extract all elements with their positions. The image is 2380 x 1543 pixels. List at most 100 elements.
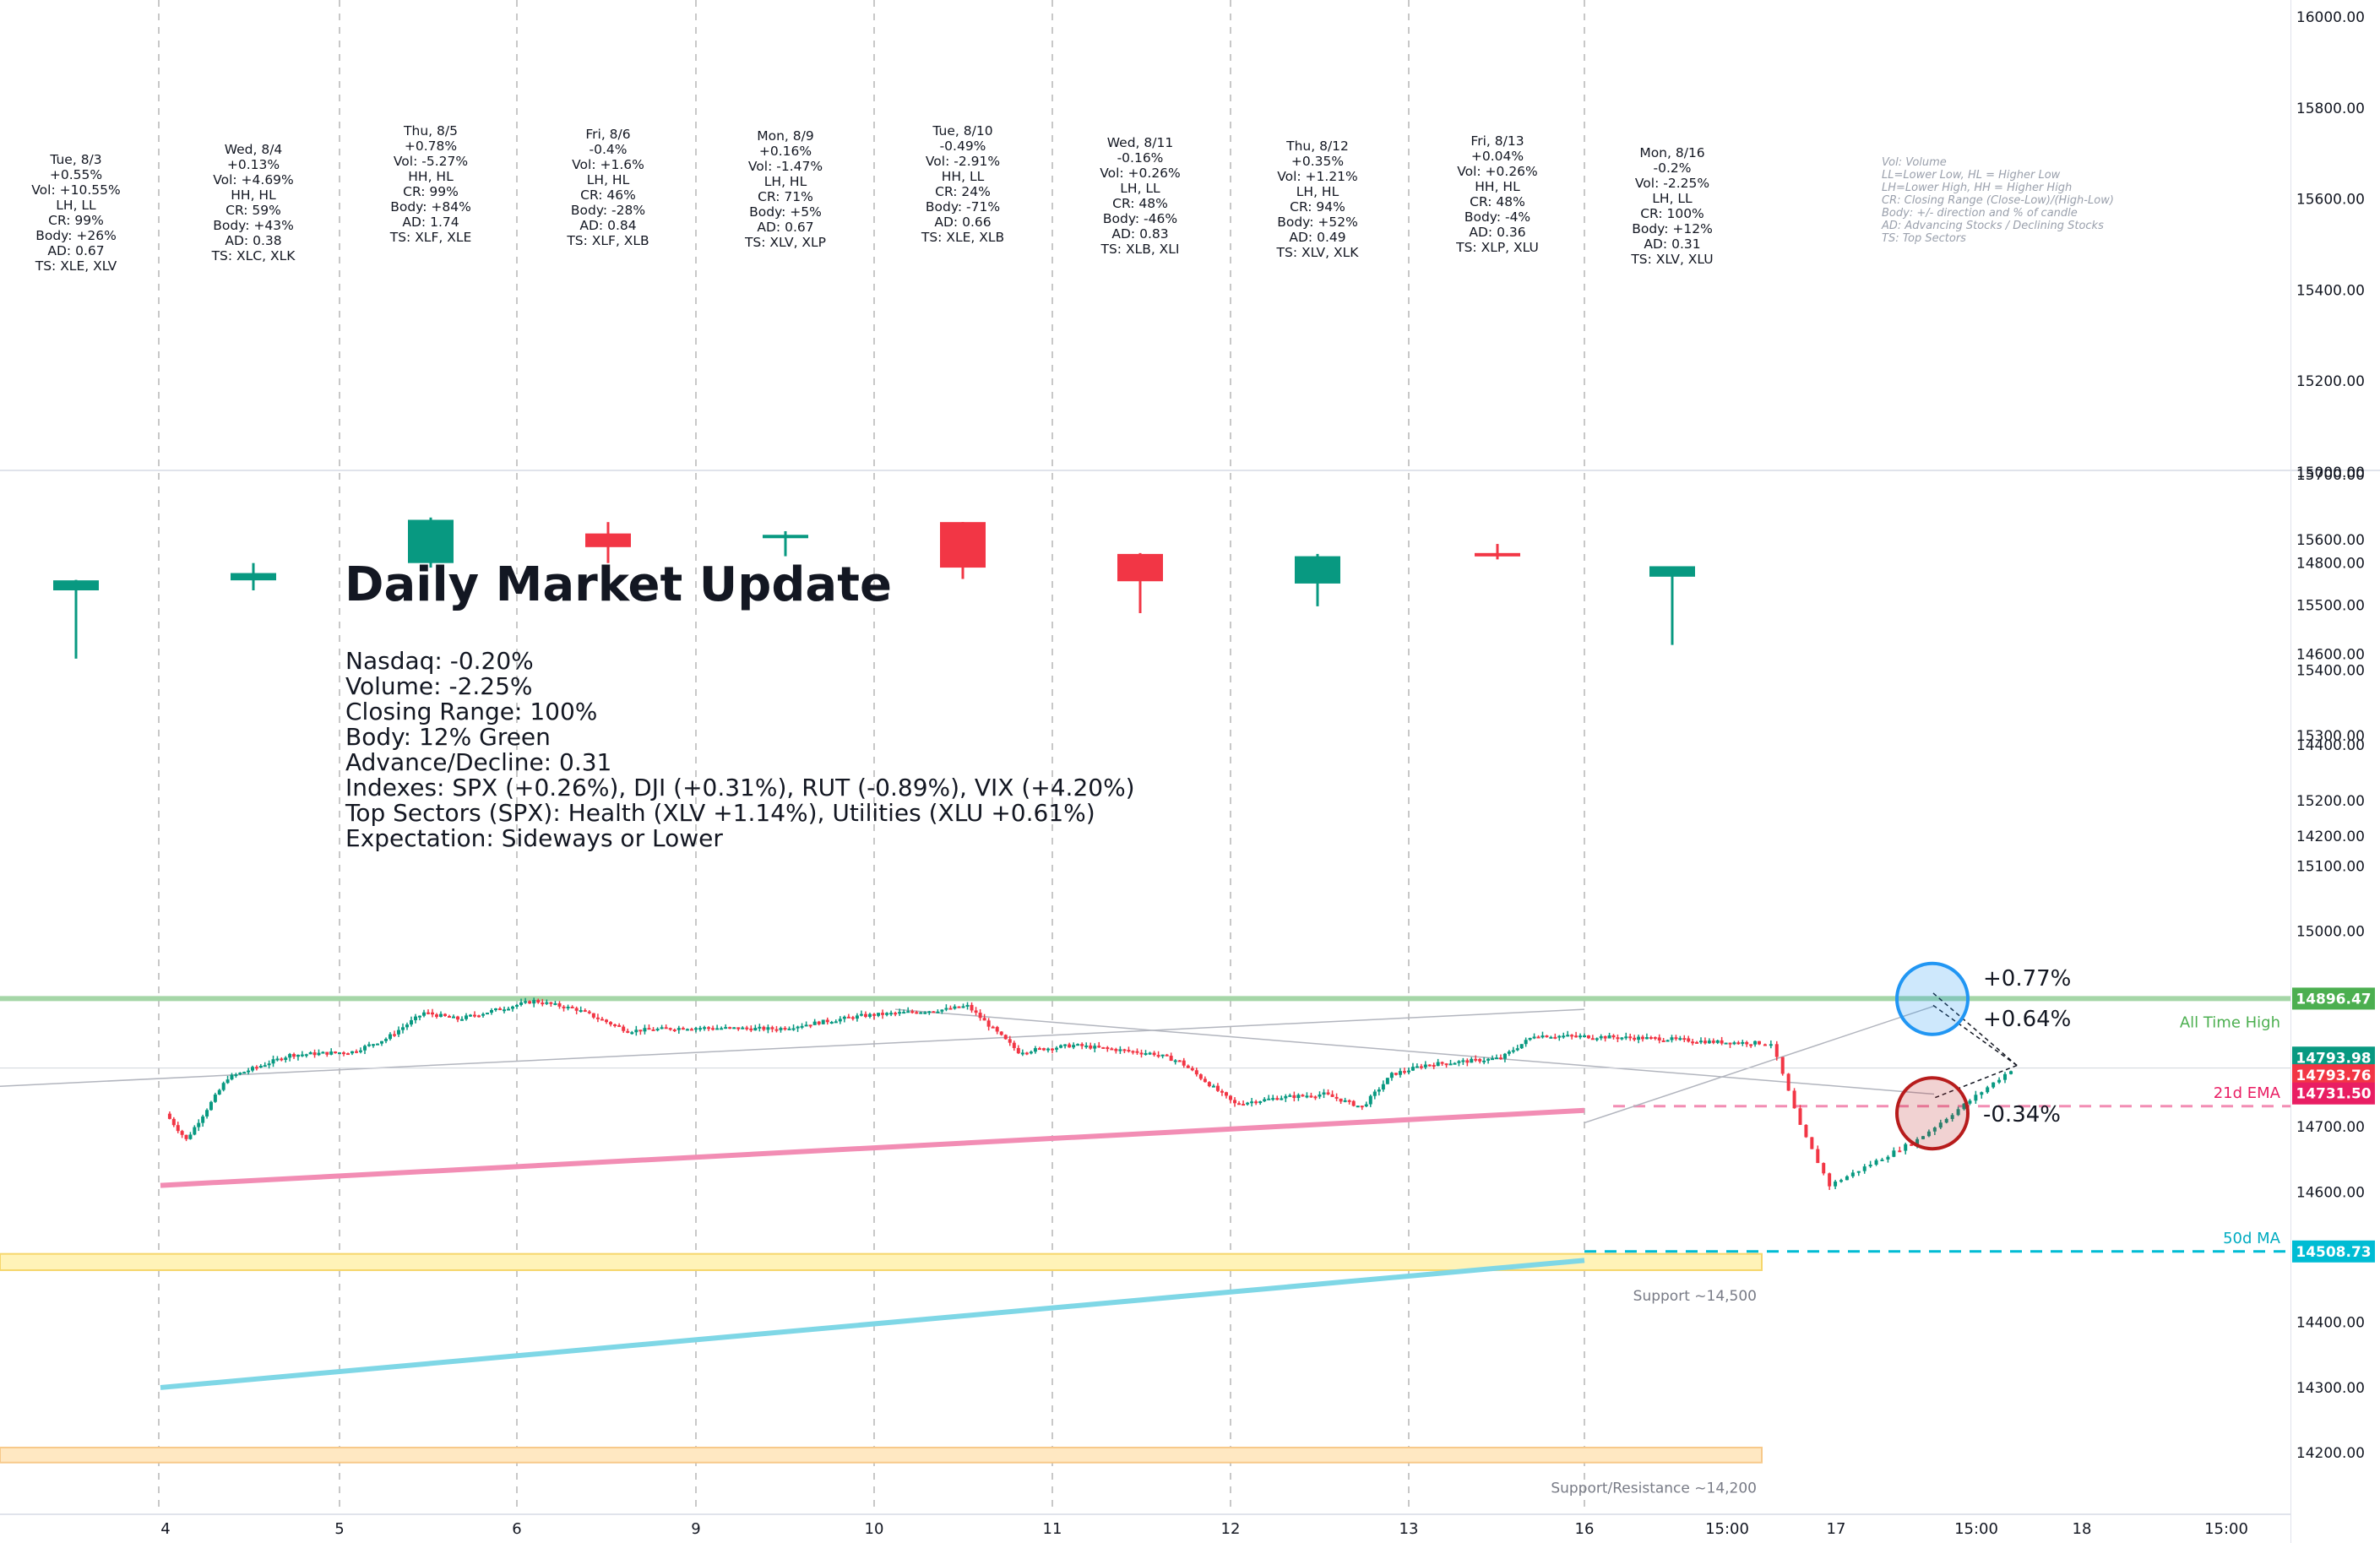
intraday-candle-body [1267,1098,1271,1100]
day-summary-line: CR: 99% [403,184,459,199]
ema21-label: 21d EMA [2214,1084,2281,1102]
intraday-candle-body [1810,1137,1814,1149]
price-level-value: 14731.50 [2296,1086,2371,1103]
intraday-candle-body [1033,1048,1037,1052]
intraday-candle-body [1699,1040,1703,1043]
intraday-candle-body [1330,1094,1334,1097]
intraday-candle-body [1296,1095,1301,1099]
intraday-candle-body [217,1089,221,1095]
intraday-candle-body [405,1024,409,1028]
intraday-candle-body [477,1015,481,1018]
intraday-candle-body [1288,1095,1292,1097]
day-summary-line: Body: +26% [35,228,117,243]
intraday-candle-body [745,1027,749,1030]
intraday-candle-body [817,1021,821,1024]
day-summary-line: CR: 48% [1470,194,1525,209]
day-summary-line: AD: 0.49 [1289,230,1346,245]
intraday-candle-body [1339,1098,1343,1102]
intraday-candle-body [1574,1035,1579,1038]
support-zone-label: Support ~14,500 [1633,1288,1757,1305]
intraday-candle-body [1478,1058,1482,1062]
day-summary-line: Wed, 8/4 [224,142,283,157]
day-summary-line: -0.16% [1117,150,1164,166]
intraday-candle-body [609,1022,613,1024]
price-axis[interactable] [2290,0,2380,1543]
intraday-candle-body [1432,1064,1436,1067]
intraday-candle-body [532,1000,536,1004]
market-summary: Nasdaq: -0.20% Volume: -2.25% Closing Ra… [345,649,1135,851]
intraday-candle-body [587,1011,591,1013]
intraday-candle-body [715,1028,720,1030]
day-summary-line: CR: 24% [935,184,991,199]
intraday-candle-body [519,1002,524,1005]
intraday-candle-body [401,1027,405,1030]
day-summary-line: Thu, 8/12 [1286,139,1349,154]
intraday-candle-body [1938,1122,1943,1128]
intraday-candle-body [271,1059,275,1064]
intraday-candle-body [284,1057,288,1060]
intraday-candle-body [1448,1063,1453,1066]
day-summary-line: +0.16% [758,144,812,159]
price-tick: 14400.00 [2296,1315,2365,1332]
intraday-candle-body [1076,1044,1080,1046]
time-tick: 16 [1575,1520,1595,1538]
intraday-candle-body [974,1010,978,1013]
intraday-candle-body [1482,1060,1486,1062]
day-summary-line: AD: 1.74 [402,215,459,230]
intraday-candle-body [940,1009,944,1012]
intraday-candle-body [553,1002,557,1005]
intraday-candle-body [1637,1036,1641,1040]
day-summary-line: TS: XLE, XLV [35,258,117,274]
intraday-candle-body [1242,1104,1246,1106]
daily-candle-body [1475,552,1520,557]
intraday-candle-body [944,1008,948,1010]
intraday-candle-body [855,1015,859,1019]
intraday-candle-body [643,1028,647,1032]
day-summary-line: TS: XLF, XLB [567,233,649,248]
intraday-candle-body [1874,1160,1878,1165]
intraday-candle-body [1728,1042,1732,1045]
price-level-badge [2292,1082,2375,1105]
intraday-candle-body [1419,1066,1423,1068]
intraday-candle-body [986,1020,991,1027]
intraday-candle-body [334,1051,338,1054]
ema21-line [160,1107,1585,1188]
day-summary-line: CR: 100% [1640,206,1704,221]
intraday-candle-body [965,1004,970,1007]
intraday-candle-body [1974,1095,1978,1101]
intraday-candle-body [1616,1037,1620,1040]
intraday-candle-body [263,1065,267,1068]
intraday-candle-body [1127,1050,1131,1052]
day-summary-line: Vol: +1.6% [572,157,644,172]
intraday-candle-body [1641,1036,1644,1040]
intraday-candle-body [1798,1108,1802,1125]
intraday-candle-body [1545,1035,1549,1038]
day-summary-line: AD: 0.67 [757,220,814,235]
intraday-candle-body [1579,1035,1583,1038]
intraday-candle-body [995,1027,999,1032]
intraday-candle-body [1275,1098,1280,1100]
day-summary-line: Vol: +4.69% [213,172,294,187]
intraday-candle-body [230,1074,234,1080]
intraday-candle-body [605,1019,608,1023]
intraday-candle-body [1644,1037,1649,1040]
intraday-candle-body [515,1004,519,1007]
day-summary-card: Thu, 8/12 +0.35% Vol: +1.21% LH, HL CR: 94% B… [1242,139,1394,260]
intraday-candle-body [711,1028,715,1030]
intraday-candle-body [213,1094,217,1102]
time-tick: 5 [334,1520,344,1538]
legend-line: Vol: Volume [1882,156,1947,169]
intraday-candle-body [1774,1044,1779,1057]
legend-line: CR: Closing Range (Close-Low)/(High-Low) [1882,194,2114,207]
day-summary-card: Mon, 8/16 -0.2% Vol: -2.25% LH, LL CR: 100% B… [1596,145,1748,267]
intraday-candle-body [1786,1073,1790,1091]
day-summary-line: Vol: +0.26% [1100,166,1181,181]
intraday-candle-body [1536,1036,1540,1039]
intraday-candle-body [1950,1115,1954,1119]
price-tick: 15200.00 [2296,373,2365,390]
intraday-candle-body [562,1006,566,1008]
intraday-candle-body [902,1012,906,1014]
intraday-candle-body [638,1030,643,1032]
legend-line: LL=Lower Low, HL = Higher Low [1882,169,2061,182]
